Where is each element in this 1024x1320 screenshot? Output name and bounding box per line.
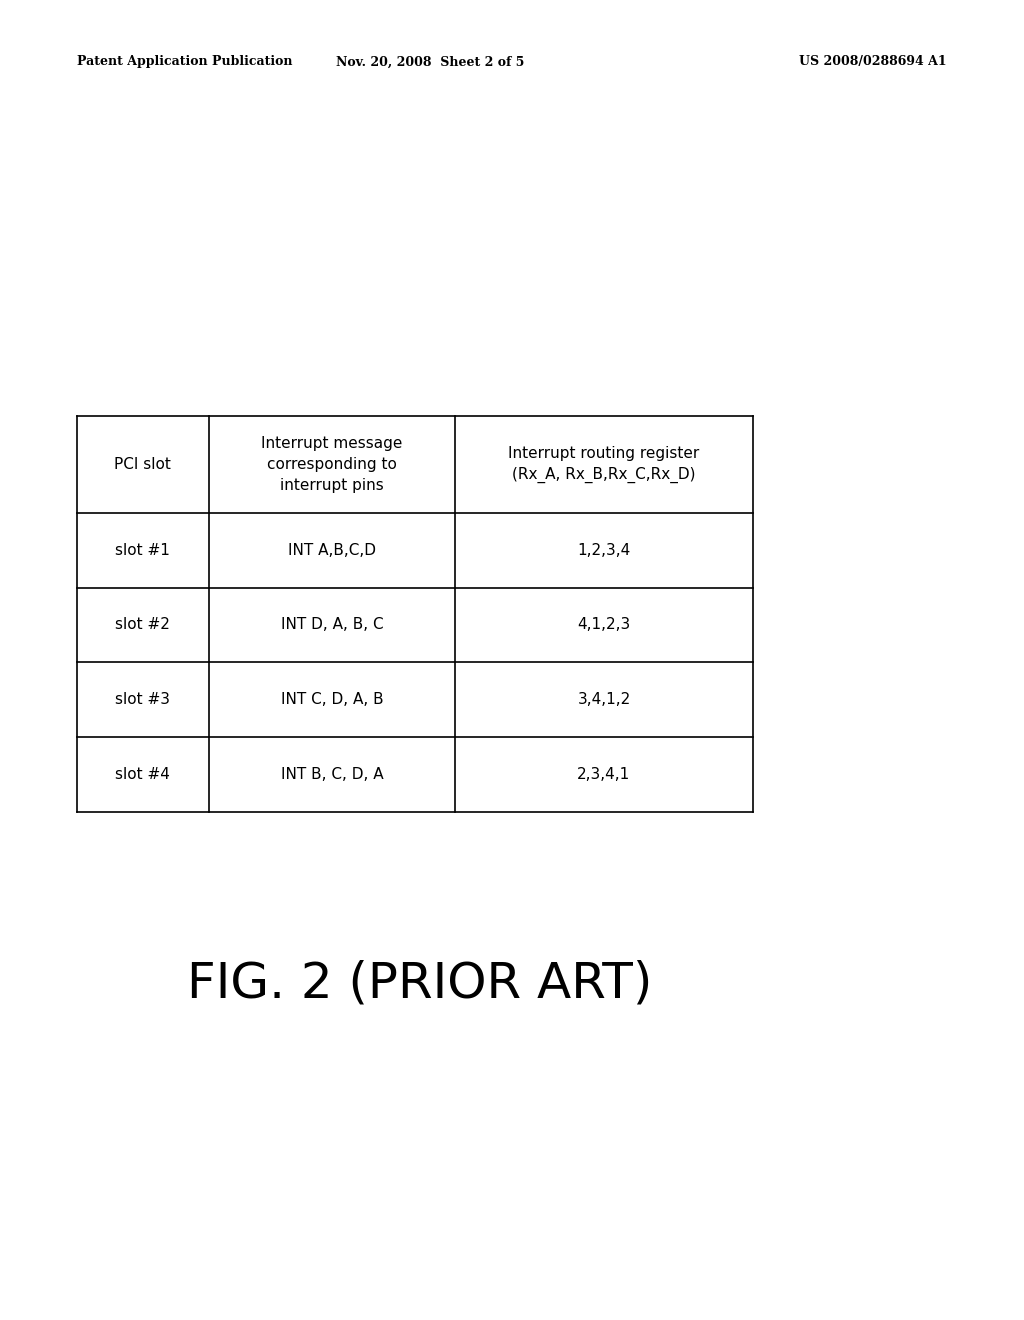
Text: 2,3,4,1: 2,3,4,1 <box>578 767 631 781</box>
Text: Patent Application Publication: Patent Application Publication <box>77 55 292 69</box>
Text: FIG. 2 (PRIOR ART): FIG. 2 (PRIOR ART) <box>187 960 652 1007</box>
Text: INT D, A, B, C: INT D, A, B, C <box>281 618 383 632</box>
Text: INT C, D, A, B: INT C, D, A, B <box>281 692 383 708</box>
Text: US 2008/0288694 A1: US 2008/0288694 A1 <box>799 55 946 69</box>
Text: Interrupt message
corresponding to
interrupt pins: Interrupt message corresponding to inter… <box>261 436 402 492</box>
Text: 4,1,2,3: 4,1,2,3 <box>578 618 631 632</box>
Text: slot #4: slot #4 <box>116 767 170 781</box>
Text: slot #2: slot #2 <box>116 618 170 632</box>
Text: Nov. 20, 2008  Sheet 2 of 5: Nov. 20, 2008 Sheet 2 of 5 <box>336 55 524 69</box>
Text: INT A,B,C,D: INT A,B,C,D <box>288 543 376 557</box>
Text: 3,4,1,2: 3,4,1,2 <box>578 692 631 708</box>
Text: PCI slot: PCI slot <box>115 457 171 471</box>
Text: INT B, C, D, A: INT B, C, D, A <box>281 767 383 781</box>
Text: slot #1: slot #1 <box>116 543 170 557</box>
Text: Interrupt routing register
(Rx_A, Rx_B,Rx_C,Rx_D): Interrupt routing register (Rx_A, Rx_B,R… <box>508 446 699 483</box>
Text: 1,2,3,4: 1,2,3,4 <box>578 543 631 557</box>
Text: slot #3: slot #3 <box>115 692 170 708</box>
